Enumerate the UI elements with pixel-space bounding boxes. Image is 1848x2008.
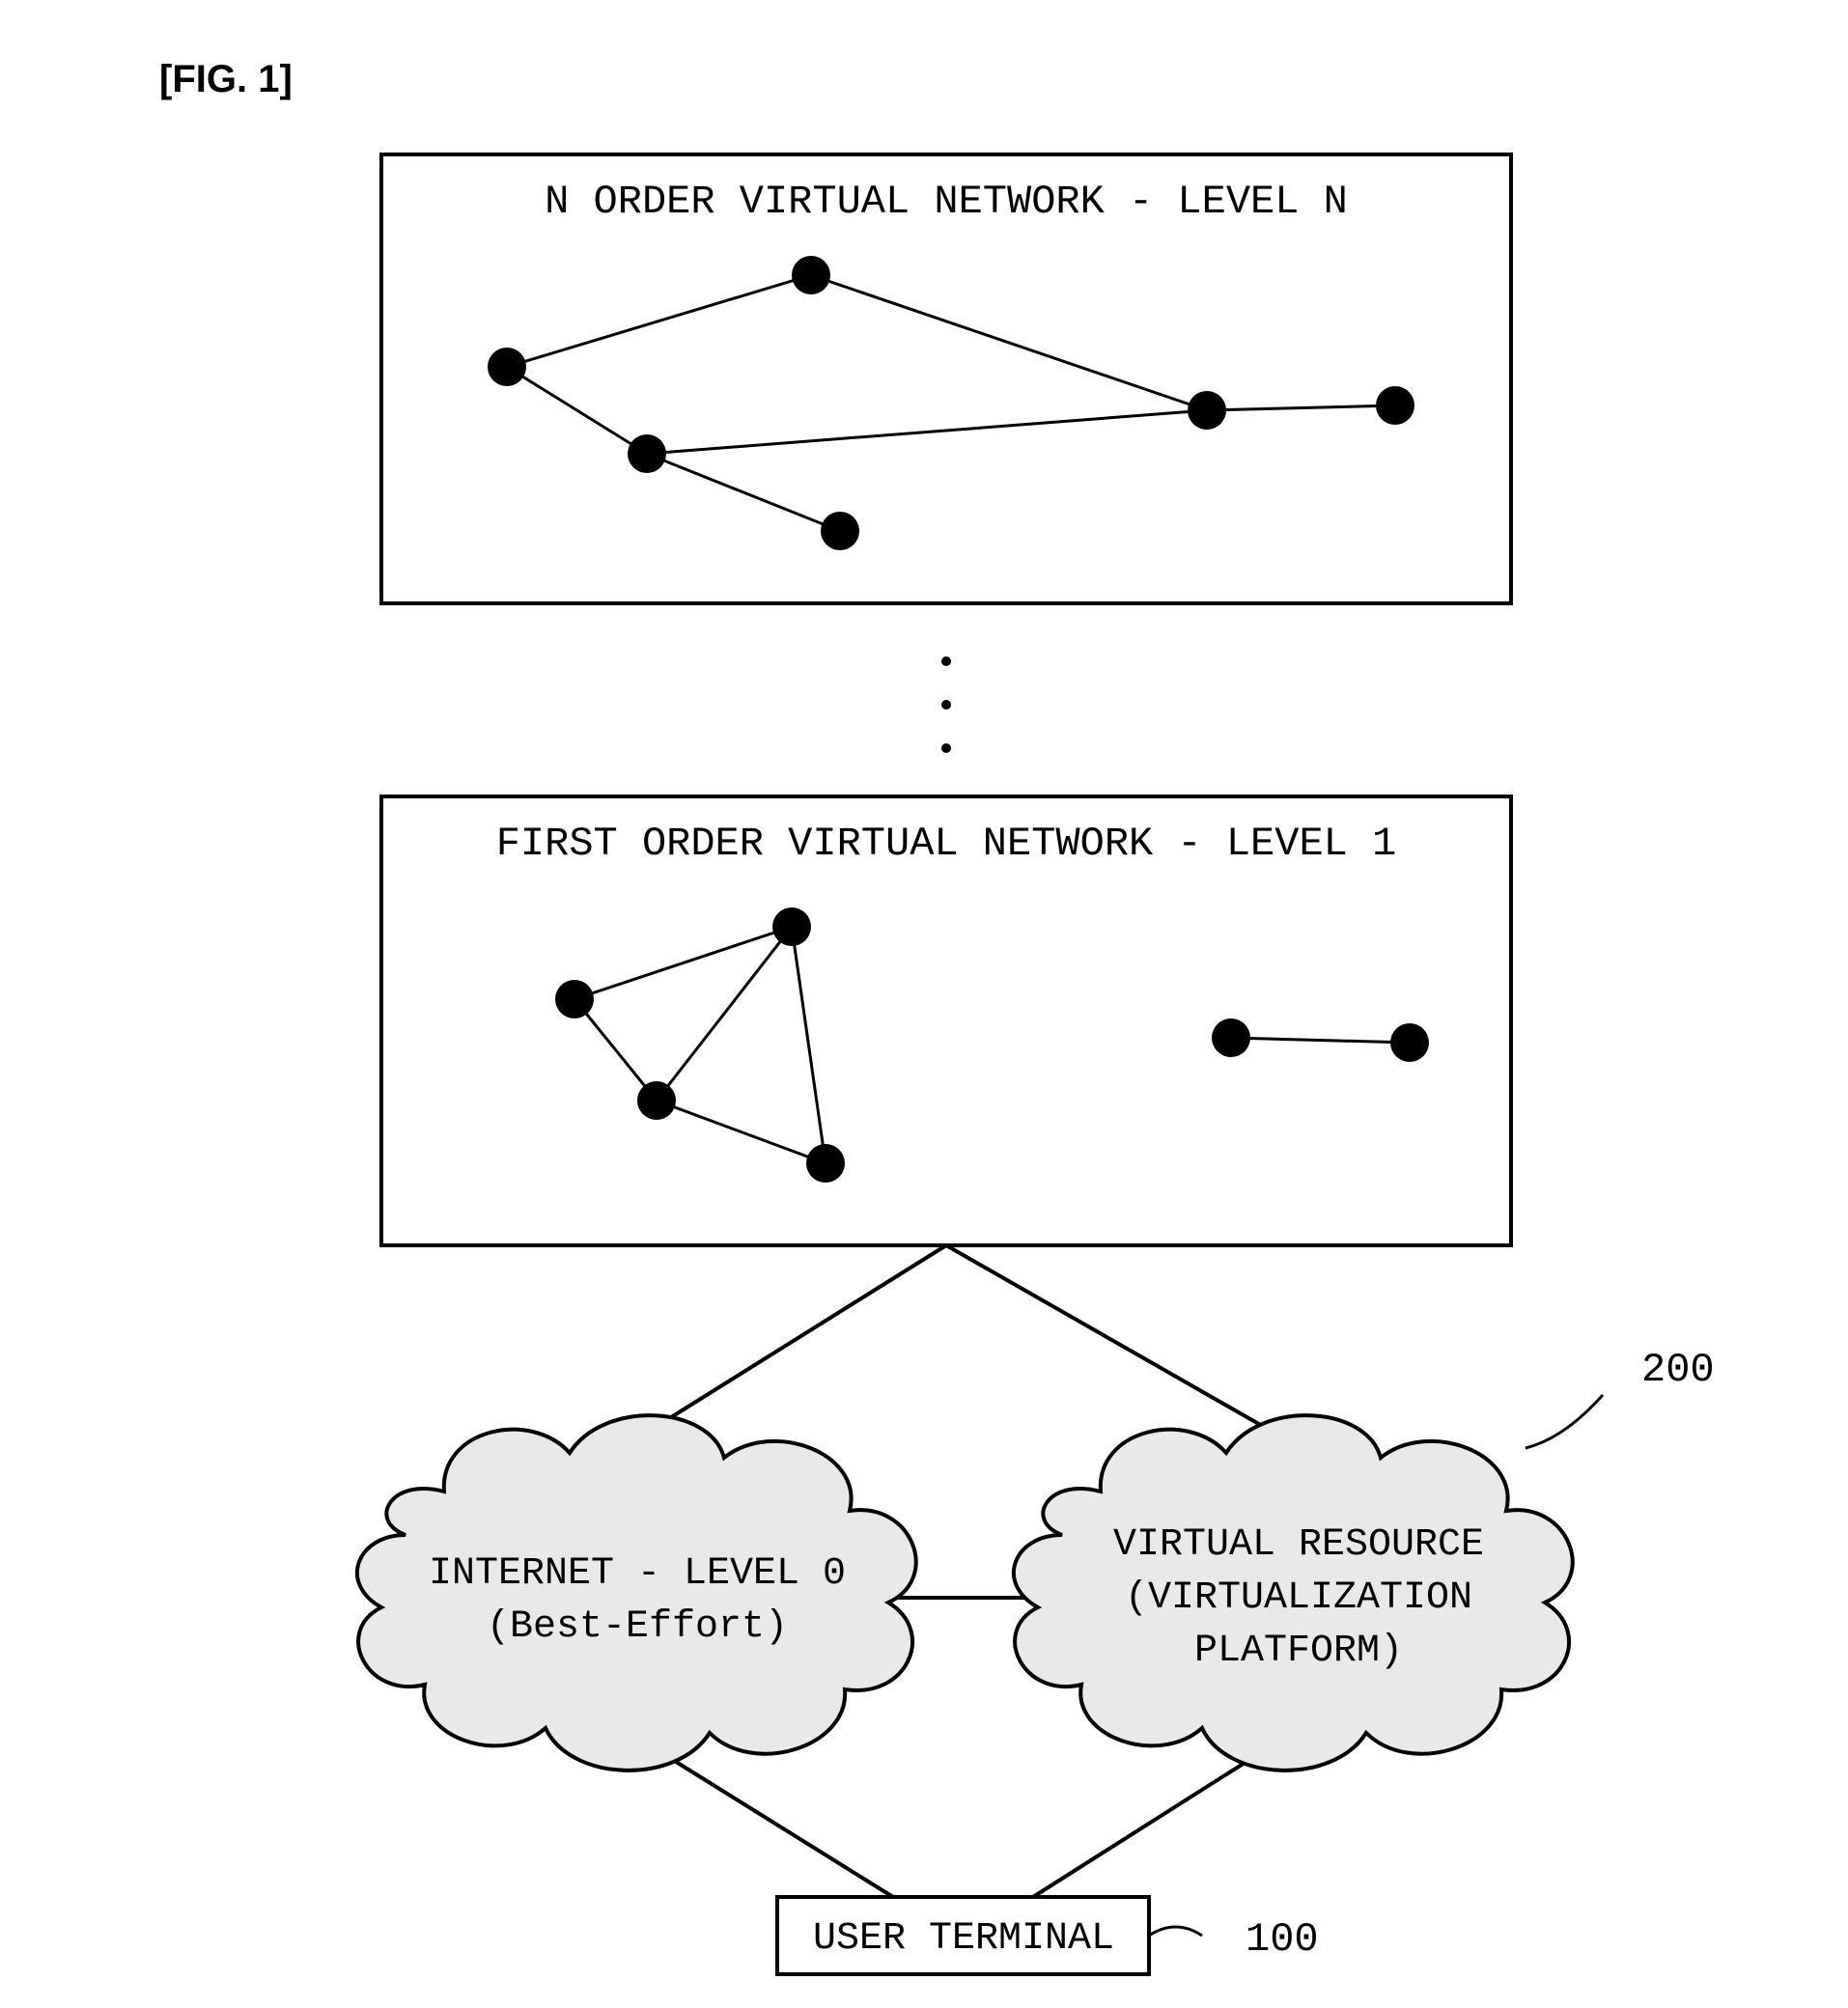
graph-node xyxy=(637,1081,676,1120)
cloud-text-resource: PLATFORM) xyxy=(1194,1630,1403,1673)
graph-node xyxy=(1376,386,1414,425)
user-terminal-label: USER TERMINAL xyxy=(813,1917,1114,1961)
ellipsis-dot xyxy=(941,700,951,710)
diagram-svg: N ORDER VIRTUAL NETWORK - LEVEL N FIRST O… xyxy=(0,0,1848,2008)
page: [FIG. 1] N ORDER VIRTUAL NETWORK - LEVEL… xyxy=(0,0,1848,2008)
graph-node xyxy=(1188,391,1226,430)
cloud-text-internet: INTERNET - LEVEL 0 xyxy=(429,1552,846,1596)
callout-lead xyxy=(1526,1395,1603,1448)
cloud-text-resource: VIRTUAL RESOURCE xyxy=(1113,1523,1484,1567)
callout-resource: 200 xyxy=(1641,1347,1715,1393)
cloud-text-internet: (Best-Effort) xyxy=(487,1605,788,1649)
connector-line xyxy=(946,1245,1284,1438)
graph-node xyxy=(792,256,830,294)
graph-node xyxy=(821,512,859,550)
level-box-title-1: FIRST ORDER VIRTUAL NETWORK - LEVEL 1 xyxy=(496,821,1397,867)
graph-node xyxy=(772,907,811,946)
connector-line xyxy=(637,1245,946,1438)
graph-node xyxy=(1390,1023,1429,1062)
level-box-title-n: N ORDER VIRTUAL NETWORK - LEVEL N xyxy=(545,179,1348,225)
graph-node xyxy=(555,980,594,1018)
graph-node xyxy=(1212,1018,1250,1057)
callout-terminal: 100 xyxy=(1246,1916,1319,1963)
graph-node xyxy=(628,434,666,473)
ellipsis-dot xyxy=(941,656,951,666)
graph-node xyxy=(806,1144,845,1183)
ellipsis-dot xyxy=(941,743,951,753)
callout-lead xyxy=(1149,1927,1202,1936)
graph-node xyxy=(488,348,526,386)
cloud-text-resource: (VIRTUALIZATION xyxy=(1125,1576,1472,1620)
